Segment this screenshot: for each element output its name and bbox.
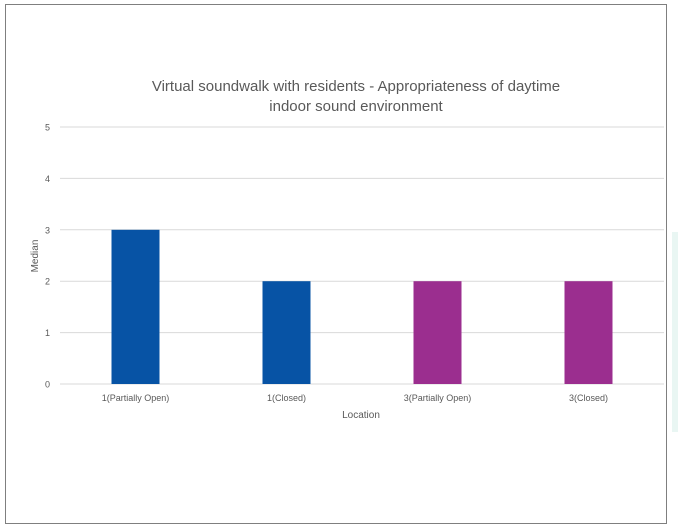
- bar: [111, 229, 160, 384]
- y-tick-label: 2: [45, 277, 50, 287]
- y-axis-label: Median: [30, 240, 41, 273]
- chart-title: Virtual soundwalk with residents - Appro…: [152, 78, 560, 115]
- y-tick-label: 1: [45, 328, 50, 338]
- x-tick-label: 3(Closed): [569, 393, 608, 403]
- x-tick-label: 1(Closed): [267, 393, 306, 403]
- window-edge-strip: [672, 232, 678, 432]
- chart-title-line-1: Virtual soundwalk with residents - Appro…: [152, 78, 560, 95]
- y-tick-label: 5: [45, 123, 50, 133]
- y-tick-label: 3: [45, 225, 50, 235]
- x-tick-label: 1(Partially Open): [102, 393, 170, 403]
- y-tick-label: 4: [45, 174, 50, 184]
- y-tick-labels: 0 1 2 3 4 5: [45, 123, 50, 390]
- x-axis-label: Location: [342, 410, 380, 421]
- gridlines: [60, 126, 664, 385]
- chart-title-line-2: indoor sound environment: [269, 98, 443, 115]
- bar: [413, 281, 462, 384]
- bars: [111, 229, 613, 384]
- bar: [564, 281, 613, 384]
- x-tick-label: 3(Partially Open): [404, 393, 472, 403]
- y-tick-label: 0: [45, 380, 50, 390]
- bar: [262, 281, 311, 384]
- x-tick-labels: 1(Partially Open) 1(Closed) 3(Partially Op…: [102, 393, 608, 403]
